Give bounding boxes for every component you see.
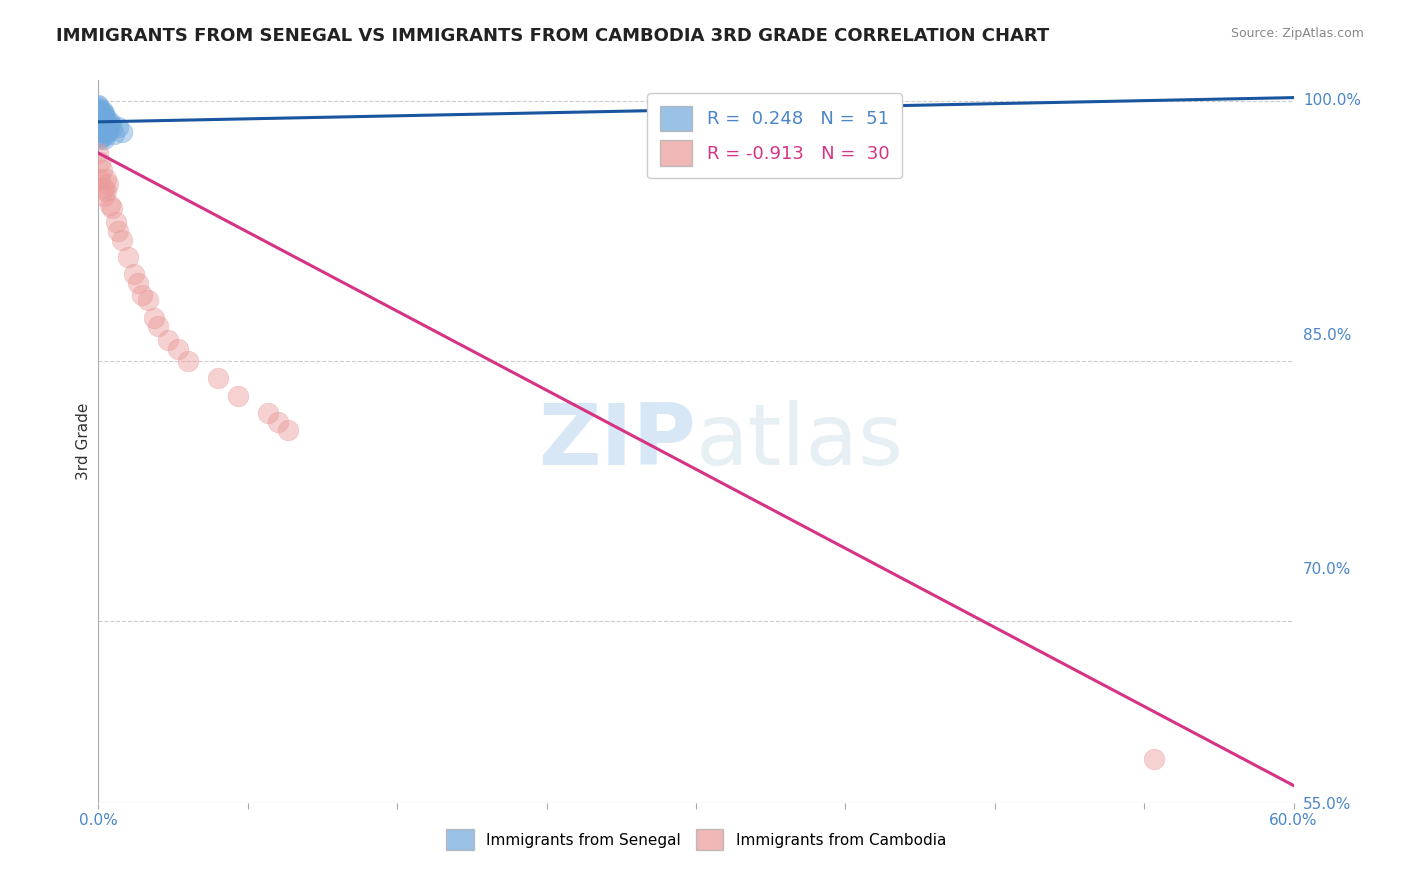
Point xyxy=(93,128,115,143)
Point xyxy=(267,415,290,429)
Point xyxy=(143,310,166,325)
Point xyxy=(89,106,111,120)
Point xyxy=(96,119,118,133)
Point xyxy=(91,123,114,137)
Point xyxy=(96,112,118,126)
Point xyxy=(91,123,114,137)
Point xyxy=(177,354,200,368)
Point xyxy=(93,108,115,122)
Point xyxy=(96,184,118,198)
Point xyxy=(91,128,114,143)
Point xyxy=(111,125,134,139)
Point xyxy=(93,189,115,203)
Point xyxy=(89,119,111,133)
Point xyxy=(89,121,111,136)
Point xyxy=(89,117,111,131)
Point xyxy=(124,268,146,282)
Point xyxy=(87,101,110,115)
Point xyxy=(91,103,114,117)
Point xyxy=(105,215,128,229)
Point xyxy=(89,104,111,119)
Point xyxy=(157,333,180,347)
Point xyxy=(91,120,114,134)
Point xyxy=(87,97,110,112)
Point xyxy=(89,172,111,186)
Text: IMMIGRANTS FROM SENEGAL VS IMMIGRANTS FROM CAMBODIA 3RD GRADE CORRELATION CHART: IMMIGRANTS FROM SENEGAL VS IMMIGRANTS FR… xyxy=(56,27,1049,45)
Point xyxy=(96,172,118,186)
Point xyxy=(91,163,114,178)
Point xyxy=(98,117,122,131)
Point xyxy=(97,178,120,192)
Point xyxy=(87,112,110,126)
Point xyxy=(89,119,111,133)
Text: Source: ZipAtlas.com: Source: ZipAtlas.com xyxy=(1230,27,1364,40)
Point xyxy=(131,288,153,302)
Point xyxy=(91,112,114,126)
Point xyxy=(101,202,124,216)
Point xyxy=(111,233,134,247)
Point xyxy=(101,120,124,134)
Y-axis label: 3rd Grade: 3rd Grade xyxy=(76,403,91,480)
Point xyxy=(89,130,111,145)
Text: atlas: atlas xyxy=(696,400,904,483)
Point xyxy=(93,115,115,129)
Text: ZIP: ZIP xyxy=(538,400,696,483)
Point xyxy=(107,120,129,134)
Point xyxy=(91,115,114,129)
Point xyxy=(207,371,229,385)
Point xyxy=(96,120,118,134)
Point xyxy=(167,342,190,356)
Legend: Immigrants from Senegal, Immigrants from Cambodia: Immigrants from Senegal, Immigrants from… xyxy=(440,822,952,856)
Point xyxy=(148,319,170,334)
Point xyxy=(87,146,110,161)
Point xyxy=(1143,752,1166,766)
Point xyxy=(107,224,129,238)
Point xyxy=(98,115,122,129)
Point xyxy=(91,108,114,122)
Point xyxy=(89,132,111,146)
Point xyxy=(91,112,114,126)
Point xyxy=(226,389,249,403)
Point xyxy=(93,119,115,133)
Point xyxy=(97,125,120,139)
Point xyxy=(136,293,159,308)
Point xyxy=(97,123,120,137)
Point xyxy=(89,108,111,122)
Point xyxy=(87,99,110,113)
Point xyxy=(277,423,299,437)
Point xyxy=(96,121,118,136)
Point xyxy=(93,132,115,146)
Point xyxy=(91,121,114,136)
Point xyxy=(89,106,111,120)
Point xyxy=(127,276,149,290)
Point xyxy=(93,117,115,131)
Point xyxy=(89,120,111,134)
Point xyxy=(256,406,278,420)
Point xyxy=(91,110,114,124)
Point xyxy=(93,113,115,128)
Point xyxy=(93,120,115,134)
Point xyxy=(98,198,122,212)
Point xyxy=(93,180,115,194)
Point xyxy=(103,127,125,141)
Point xyxy=(93,125,115,139)
Point xyxy=(117,250,139,264)
Point xyxy=(96,123,118,137)
Point xyxy=(89,108,111,122)
Point xyxy=(93,106,115,120)
Point xyxy=(89,154,111,169)
Point xyxy=(87,103,110,117)
